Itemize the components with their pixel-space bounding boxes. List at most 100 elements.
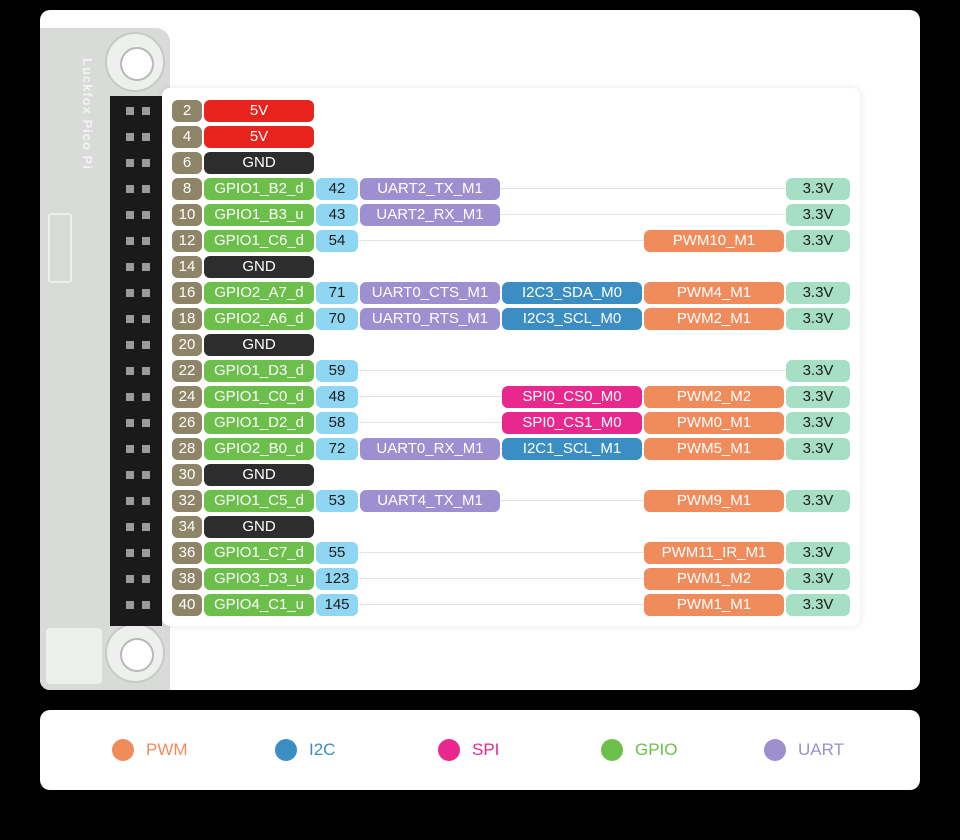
pwm-function: PWM1_M2 (644, 568, 784, 590)
gpio-number: 59 (316, 360, 358, 382)
header-pin-pair (118, 308, 158, 330)
pin-number: 20 (172, 334, 202, 356)
header-pin-pair (118, 334, 158, 356)
uart-function: UART2_RX_M1 (360, 204, 500, 226)
voltage-level: 3.3V (786, 178, 850, 200)
pin-name: GPIO1_D2_d (204, 412, 314, 434)
pin-row: 2 5V (126, 98, 860, 124)
row-divider (356, 500, 818, 501)
pin-row: 14 GND (126, 254, 860, 280)
pin-name: GPIO3_D3_u (204, 568, 314, 590)
gpio-number: 71 (316, 282, 358, 304)
row-divider (356, 188, 818, 189)
pin-number: 22 (172, 360, 202, 382)
board-component (48, 213, 72, 283)
header-pin-pair (118, 178, 158, 200)
pin-row: 38 GPIO3_D3_u 123 PWM1_M2 3.3V (126, 566, 860, 592)
pwm-function: PWM5_M1 (644, 438, 784, 460)
pin-name: GPIO1_C7_d (204, 542, 314, 564)
pin-row: 24 GPIO1_C0_d 48 SPI0_CS0_M0 PWM2_M2 3.3V (126, 384, 860, 410)
voltage-level: 3.3V (786, 360, 850, 382)
pin-name: GPIO1_B2_d (204, 178, 314, 200)
pwm-function: PWM11_IR_M1 (644, 542, 784, 564)
uart-function: UART0_RX_M1 (360, 438, 500, 460)
voltage-level: 3.3V (786, 230, 850, 252)
pin-number: 14 (172, 256, 202, 278)
row-divider (356, 578, 818, 579)
row-divider (356, 240, 818, 241)
pwm-function: PWM4_M1 (644, 282, 784, 304)
pin-row: 6 GND (126, 150, 860, 176)
i2c-function: I2C3_SCL_M0 (502, 308, 642, 330)
header-pin-pair (118, 152, 158, 174)
pin-name: GND (204, 334, 314, 356)
pinout-diagram: 2 5V 4 5V 6 GND 8 GPIO1_B2_d 42 UART2_TX_M1 3.3V 10… (126, 88, 860, 626)
pin-number: 32 (172, 490, 202, 512)
voltage-level: 3.3V (786, 438, 850, 460)
voltage-level: 3.3V (786, 568, 850, 590)
pinout-panel: Luckfox Pico Pi 2 5V 4 5V 6 GND 8 GPIO1_B2_d 42 U… (40, 10, 920, 690)
gpio-number: 54 (316, 230, 358, 252)
header-pin-pair (118, 100, 158, 122)
pin-number: 6 (172, 152, 202, 174)
header-pin-pair (118, 542, 158, 564)
legend-item: PWM (112, 738, 188, 762)
pwm-function: PWM2_M1 (644, 308, 784, 330)
pin-row: 16 GPIO2_A7_d 71 UART0_CTS_M1 I2C3_SDA_M0 PWM… (126, 280, 860, 306)
pin-row: 34 GND (126, 514, 860, 540)
header-pin-pair (118, 282, 158, 304)
gpio-number: 55 (316, 542, 358, 564)
gpio-number: 145 (316, 594, 358, 616)
pin-row: 26 GPIO1_D2_d 58 SPI0_CS1_M0 PWM0_M1 3.3V (126, 410, 860, 436)
uart-function: UART4_TX_M1 (360, 490, 500, 512)
pin-name: GPIO2_B0_d (204, 438, 314, 460)
header-pin-pair (118, 204, 158, 226)
pin-number: 12 (172, 230, 202, 252)
pin-number: 24 (172, 386, 202, 408)
i2c-function: I2C3_SDA_M0 (502, 282, 642, 304)
legend-swatch (764, 739, 786, 761)
pin-name: GPIO1_C6_d (204, 230, 314, 252)
pin-name: GPIO1_D3_d (204, 360, 314, 382)
gpio-number: 58 (316, 412, 358, 434)
pin-row: 4 5V (126, 124, 860, 150)
row-divider (356, 604, 818, 605)
header-pin-pair (118, 386, 158, 408)
voltage-level: 3.3V (786, 282, 850, 304)
pin-number: 4 (172, 126, 202, 148)
pin-name: 5V (204, 100, 314, 122)
pin-row: 22 GPIO1_D3_d 59 3.3V (126, 358, 860, 384)
legend-label: GPIO (635, 740, 678, 759)
pin-row: 30 GND (126, 462, 860, 488)
pin-row: 10 GPIO1_B3_u 43 UART2_RX_M1 3.3V (126, 202, 860, 228)
pwm-function: PWM10_M1 (644, 230, 784, 252)
gpio-number: 72 (316, 438, 358, 460)
header-pin-pair (118, 464, 158, 486)
header-pin-pair (118, 230, 158, 252)
pin-name: GND (204, 516, 314, 538)
pin-number: 26 (172, 412, 202, 434)
spi-function: SPI0_CS0_M0 (502, 386, 642, 408)
legend-label: SPI (472, 740, 500, 759)
voltage-level: 3.3V (786, 542, 850, 564)
header-pin-pair (118, 594, 158, 616)
pin-number: 18 (172, 308, 202, 330)
pin-name: GND (204, 256, 314, 278)
pin-name: GPIO2_A7_d (204, 282, 314, 304)
gpio-number: 53 (316, 490, 358, 512)
legend-swatch (112, 739, 134, 761)
row-divider (356, 370, 818, 371)
board-silkscreen: Luckfox Pico Pi (80, 58, 95, 170)
legend-item: SPI (438, 738, 499, 762)
voltage-level: 3.3V (786, 490, 850, 512)
pin-row: 28 GPIO2_B0_d 72 UART0_RX_M1 I2C1_SCL_M1 PWM5… (126, 436, 860, 462)
mounting-hole-bottom (105, 623, 165, 683)
pin-number: 40 (172, 594, 202, 616)
gpio-number: 48 (316, 386, 358, 408)
pin-number: 36 (172, 542, 202, 564)
pin-name: 5V (204, 126, 314, 148)
voltage-level: 3.3V (786, 594, 850, 616)
pin-number: 28 (172, 438, 202, 460)
header-pin-pair (118, 360, 158, 382)
legend-swatch (601, 739, 623, 761)
